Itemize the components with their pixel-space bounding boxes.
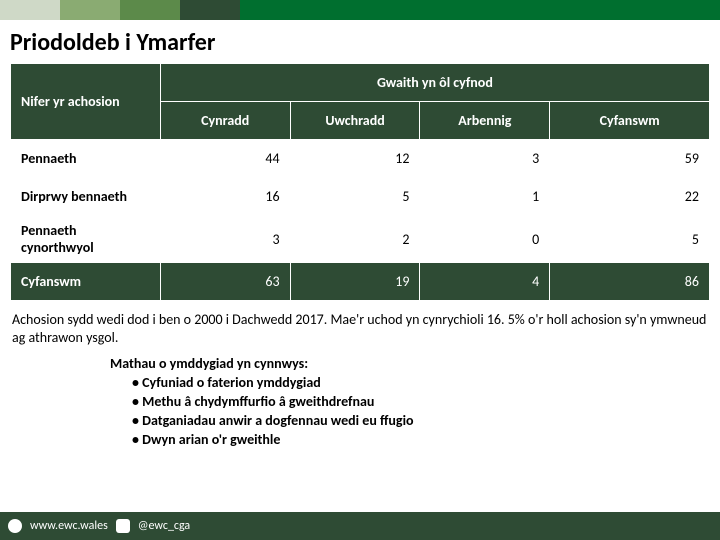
table-cell: 16	[160, 178, 290, 216]
table-cell: 59	[550, 140, 710, 178]
top-bar-segment	[120, 0, 180, 20]
table-cell: 22	[550, 178, 710, 216]
behavior-item: Datganiadau anwir a dogfennau wedi eu ff…	[132, 412, 708, 431]
table-caption: Achosion sydd wedi dod i ben o 2000 i Da…	[0, 301, 720, 351]
table-cell: 1	[420, 178, 550, 216]
col-header: Cynradd	[160, 102, 290, 140]
behavior-item: Dwyn arian o'r gweithle	[132, 431, 708, 450]
top-bar-segment	[240, 0, 720, 20]
top-bar-segment	[0, 0, 60, 20]
corner-header: Nifer yr achosion	[11, 64, 161, 140]
footer-url: www.ewc.wales	[30, 519, 108, 533]
footer-handle: @ewc_cga	[138, 519, 190, 533]
table-cell: 2	[290, 216, 420, 263]
span-header: Gwaith yn ôl cyfnod	[160, 64, 709, 102]
top-color-bar	[0, 0, 720, 20]
behavior-item: Cyfuniad o faterion ymddygiad	[132, 374, 708, 393]
table-cell: 44	[160, 140, 290, 178]
row-label: Dirprwy bennaeth	[11, 178, 161, 216]
total-row-label: Cyfanswm	[11, 263, 161, 301]
table-cell: 5	[290, 178, 420, 216]
total-cell: 63	[160, 263, 290, 301]
top-bar-segment	[180, 0, 240, 20]
top-bar-segment	[60, 0, 120, 20]
twitter-icon	[116, 519, 130, 533]
col-header: Uwchradd	[290, 102, 420, 140]
table-cell: 0	[420, 216, 550, 263]
behaviors-list: Cyfuniad o faterion ymddygiadMethu â chy…	[110, 374, 708, 450]
behaviors-heading: Mathau o ymddygiad yn cynnwys:	[110, 355, 708, 374]
col-header: Arbennig	[420, 102, 550, 140]
col-header: Cyfanswm	[550, 102, 710, 140]
behavior-item: Methu â chydymffurfio â gweithdrefnau	[132, 393, 708, 412]
behaviors-block: Mathau o ymddygiad yn cynnwys: Cyfuniad …	[0, 351, 720, 449]
table-cell: 5	[550, 216, 710, 263]
table-cell: 3	[420, 140, 550, 178]
page-title: Priodoldeb i Ymarfer	[0, 20, 720, 63]
table-cell: 12	[290, 140, 420, 178]
row-label: Pennaeth cynorthwyol	[11, 216, 161, 263]
row-label: Pennaeth	[11, 140, 161, 178]
footer-bar: www.ewc.wales @ewc_cga	[0, 512, 720, 540]
total-cell: 4	[420, 263, 550, 301]
table-cell: 3	[160, 216, 290, 263]
total-cell: 19	[290, 263, 420, 301]
total-cell: 86	[550, 263, 710, 301]
data-table: Nifer yr achosionGwaith yn ôl cyfnodCynr…	[10, 63, 710, 301]
globe-icon	[8, 519, 22, 533]
